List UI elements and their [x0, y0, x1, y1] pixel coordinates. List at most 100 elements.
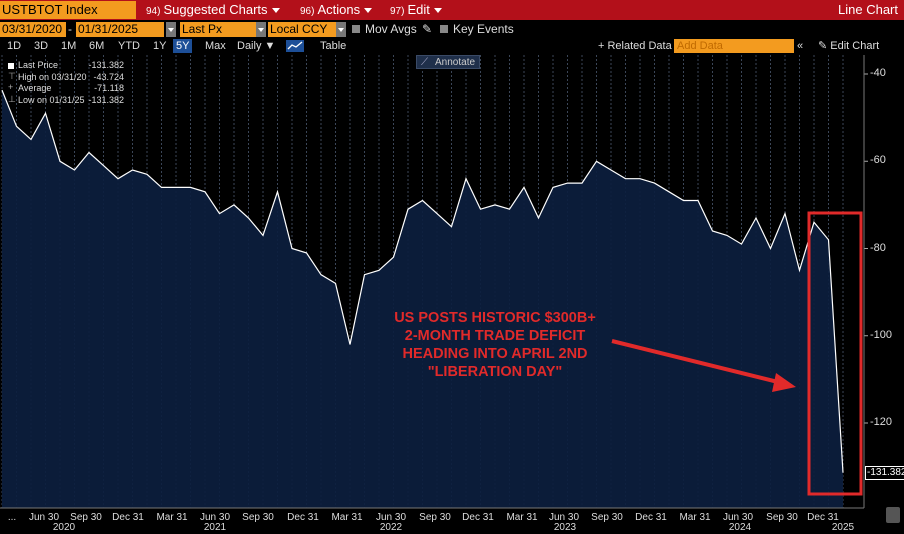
legend-value: -71.118 [94, 83, 124, 93]
x-tick-label: Dec 31 [807, 512, 839, 523]
edit-menu[interactable]: 97) Edit [390, 1, 442, 19]
add-data-input[interactable]: Add Data [674, 39, 794, 53]
timeframe-1d[interactable]: 1D [7, 40, 22, 52]
x-tick-label: Jun 30 [28, 512, 60, 523]
legend-label: Average [18, 83, 52, 93]
y-tick-label: -120 [870, 416, 893, 428]
price-line [1, 89, 844, 473]
x-year-label: 2025 [831, 522, 855, 533]
timeframe-ytd[interactable]: YTD [118, 40, 140, 52]
edit-chart-button[interactable]: ✎ Edit Chart [818, 40, 880, 52]
timeframe-row: 1D 3D 1M 6M YTD 1Y 5Y Max Daily ▼ Table … [0, 39, 904, 53]
menu-number: 97) [390, 6, 405, 17]
mov-avgs-label: Mov Avgs [365, 22, 417, 36]
menu-number: 94) [146, 6, 161, 17]
legend-low: ⊥ Low on 01/31/25 -131.382 [6, 93, 124, 107]
annotation-line: 2-MONTH TRADE DEFICIT [404, 328, 586, 344]
end-date-field[interactable]: 01/31/2025 [76, 22, 164, 37]
zoom-icon[interactable] [886, 507, 900, 523]
x-tick-label: Sep 30 [766, 512, 798, 523]
x-tick-label: Dec 31 [287, 512, 319, 523]
x-year-label: 2021 [203, 522, 227, 533]
y-tick-label: -40 [870, 67, 886, 79]
legend-value: -131.382 [88, 60, 124, 70]
pencil-icon[interactable]: ✎ [422, 22, 433, 36]
price-field-select[interactable]: Last Px [180, 22, 256, 37]
currency-dropdown-icon[interactable] [336, 22, 346, 37]
x-tick-label: Jun 30 [548, 512, 580, 523]
last-value-label: -131.382 [865, 466, 904, 480]
legend-value: -43.724 [93, 71, 124, 82]
x-tick-label: ... [7, 512, 17, 523]
y-tick-label: -100 [870, 328, 893, 341]
date-controls-row: 03/31/2020 - 01/31/2025 Last Px Local CC… [0, 21, 904, 38]
timeframe-5y[interactable]: 5Y [173, 39, 193, 53]
x-tick-label: Dec 31 [462, 512, 494, 523]
annotation-line: "LIBERATION DAY" [427, 364, 563, 380]
x-tick-label: Mar 31 [331, 512, 363, 523]
timeframe-3d[interactable]: 3D [34, 40, 49, 52]
currency-select[interactable]: Local CCY [268, 22, 336, 37]
line-chart-glyph [287, 41, 303, 50]
price-dropdown-icon[interactable] [256, 22, 266, 37]
timeframe-1y[interactable]: 1Y [153, 40, 167, 52]
chart-type-label: Line Chart [838, 2, 898, 17]
x-tick-label: Mar 31 [679, 512, 711, 523]
collapse-left-icon[interactable]: « [797, 40, 804, 52]
x-tick-label: Sep 30 [419, 512, 451, 523]
y-tick-label: -80 [870, 241, 886, 254]
chevron-down-icon [364, 8, 373, 14]
x-tick-label: Mar 31 [156, 512, 188, 523]
legend-label: High on 03/31/20 [18, 71, 87, 82]
high-marker-icon: ⊤ [8, 70, 16, 81]
x-tick-label: Jun 30 [722, 512, 754, 523]
area-fill [2, 90, 843, 508]
x-year-label: 2024 [728, 522, 752, 533]
date-separator: - [68, 22, 72, 36]
chevron-down-icon [433, 8, 442, 14]
average-marker-icon: + [8, 82, 14, 92]
x-tick-label: Jun 30 [199, 512, 231, 523]
table-button[interactable]: Table [320, 40, 347, 52]
timeframe-6m[interactable]: 6M [89, 40, 105, 52]
x-tick-label: Sep 30 [591, 512, 623, 523]
menu-label: Suggested Charts [163, 2, 268, 17]
legend: Last Price -131.382 ⊤ High on 03/31/20 -43.… [6, 60, 124, 106]
low-marker-icon: ⊥ [8, 93, 16, 104]
mov-avgs-checkbox[interactable] [352, 25, 360, 33]
timeframe-max[interactable]: Max [205, 40, 226, 52]
annotate-button[interactable]: Annotate [416, 55, 480, 70]
annotation-line: HEADING INTO APRIL 2ND [402, 346, 588, 362]
ticker-field[interactable]: USTBTOT Index [0, 1, 136, 19]
line-chart-icon[interactable] [286, 40, 304, 52]
x-year-label: 2022 [379, 522, 403, 533]
edit-chart-label: Edit Chart [830, 40, 880, 52]
menu-label: Edit [407, 2, 430, 17]
title-bar: USTBTOT Index 94) Suggested Charts 96) Act… [0, 0, 904, 20]
calendar-dropdown-icon[interactable] [166, 22, 176, 37]
annotation-line: US POSTS HISTORIC $300B+ [394, 310, 596, 326]
y-tick-label: -60 [870, 154, 886, 167]
start-date-field[interactable]: 03/31/2020 [0, 22, 66, 37]
legend-high: ⊤ High on 03/31/20 -43.724 [6, 70, 124, 84]
periodicity-label: Daily [237, 40, 262, 52]
x-tick-label: Mar 31 [506, 512, 538, 523]
chevron-down-icon [271, 8, 280, 14]
x-tick-label: Jun 30 [375, 512, 407, 523]
suggested-charts-menu[interactable]: 94) Suggested Charts [146, 1, 280, 19]
key-events-checkbox[interactable] [440, 25, 448, 33]
timeframe-1m[interactable]: 1M [61, 40, 77, 52]
actions-menu[interactable]: 96) Actions [300, 1, 373, 19]
legend-label: Low on 01/31/25 [18, 94, 85, 105]
legend-average: + Average -71.118 [6, 82, 124, 95]
legend-value: -131.382 [88, 94, 124, 105]
key-events-label: Key Events [453, 22, 514, 36]
menu-label: Actions [317, 2, 361, 17]
annotation-text: US POSTS HISTORIC $300B+ 2-MONTH TRADE D… [360, 309, 630, 381]
y-axis-ticks [864, 73, 868, 424]
x-tick-label: Sep 30 [70, 512, 102, 523]
x-year-label: 2023 [553, 522, 577, 533]
related-data-button[interactable]: + Related Data [598, 40, 672, 52]
periodicity-select[interactable]: Daily ▼ [237, 40, 276, 52]
